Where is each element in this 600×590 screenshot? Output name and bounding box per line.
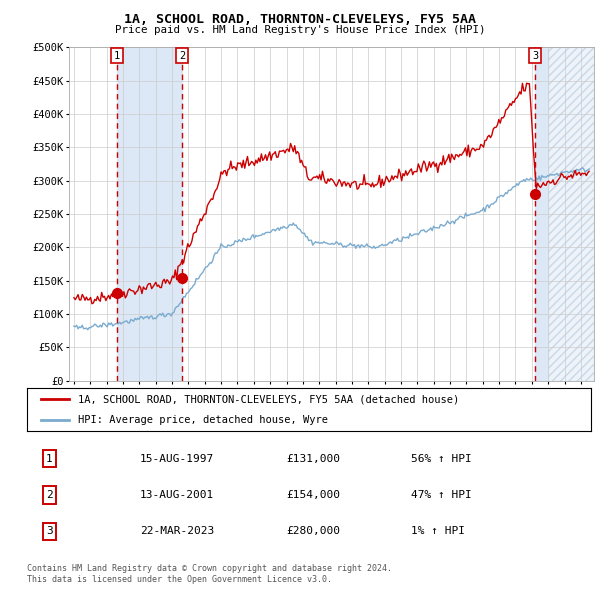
Bar [535, 47, 548, 381]
Text: 3: 3 [46, 526, 53, 536]
Text: 2: 2 [46, 490, 53, 500]
Bar [548, 47, 594, 381]
Text: 1A, SCHOOL ROAD, THORNTON-CLEVELEYS, FY5 5AA (detached house): 1A, SCHOOL ROAD, THORNTON-CLEVELEYS, FY5… [78, 394, 459, 404]
Text: £131,000: £131,000 [286, 454, 340, 464]
Text: £280,000: £280,000 [286, 526, 340, 536]
Text: 1A, SCHOOL ROAD, THORNTON-CLEVELEYS, FY5 5AA: 1A, SCHOOL ROAD, THORNTON-CLEVELEYS, FY5… [124, 13, 476, 26]
Text: 2: 2 [179, 51, 185, 61]
Text: Contains HM Land Registry data © Crown copyright and database right 2024.: Contains HM Land Registry data © Crown c… [27, 564, 392, 573]
Text: 13-AUG-2001: 13-AUG-2001 [140, 490, 214, 500]
Text: 56% ↑ HPI: 56% ↑ HPI [410, 454, 471, 464]
Text: 22-MAR-2023: 22-MAR-2023 [140, 526, 214, 536]
Text: 15-AUG-1997: 15-AUG-1997 [140, 454, 214, 464]
Text: £154,000: £154,000 [286, 490, 340, 500]
Text: 1: 1 [113, 51, 120, 61]
Text: 1% ↑ HPI: 1% ↑ HPI [410, 526, 464, 536]
Text: 1: 1 [46, 454, 53, 464]
Text: This data is licensed under the Open Government Licence v3.0.: This data is licensed under the Open Gov… [27, 575, 332, 584]
Text: HPI: Average price, detached house, Wyre: HPI: Average price, detached house, Wyre [78, 415, 328, 425]
Bar [117, 47, 182, 381]
Text: Price paid vs. HM Land Registry's House Price Index (HPI): Price paid vs. HM Land Registry's House … [115, 25, 485, 35]
Text: 3: 3 [532, 51, 539, 61]
Bar [548, 47, 594, 381]
Text: 47% ↑ HPI: 47% ↑ HPI [410, 490, 471, 500]
